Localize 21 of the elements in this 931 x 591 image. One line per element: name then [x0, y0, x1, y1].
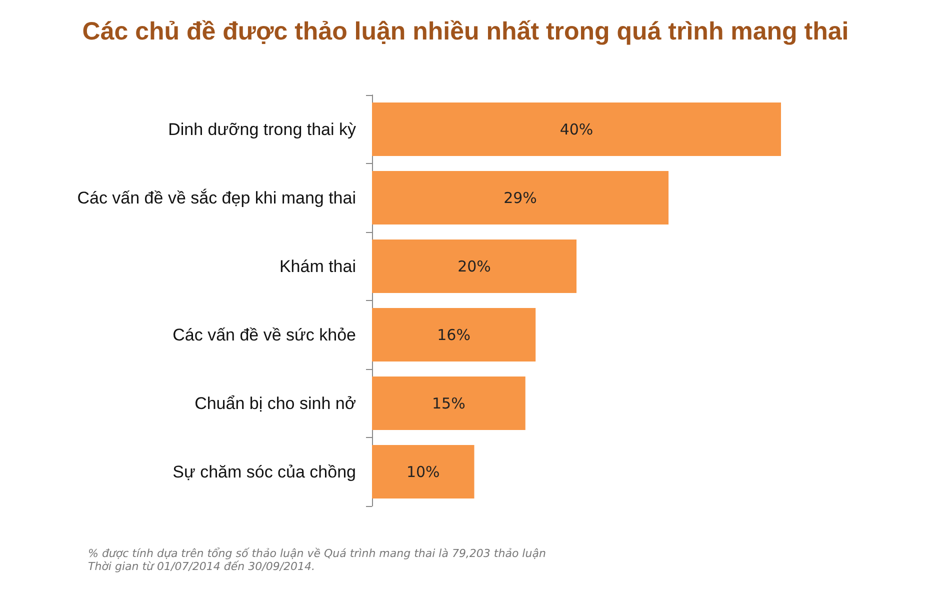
data-label: 10% — [406, 462, 440, 481]
bar — [372, 308, 536, 362]
text: Thời gian từ 01/07/2014 đến 30/09/2014. — [88, 560, 316, 573]
data-label: 29% — [504, 188, 537, 207]
data-label: 40% — [560, 120, 594, 138]
data-label: 16% — [437, 326, 470, 344]
data-label: 20% — [458, 257, 491, 276]
chart-title: Các chủ đề được thảo luận nhiều nhất trong quá trình mang thai — [82, 18, 849, 46]
bar — [372, 376, 526, 430]
y-tick-label: Các vấn đề về sức khỏe — [172, 325, 356, 344]
y-tick-label: Dinh dưỡng trong thai kỳ — [168, 120, 356, 139]
data-label: 15% — [432, 394, 466, 412]
bar — [372, 445, 474, 498]
y-tick-label: Khám thai — [279, 256, 356, 276]
y-tick-label: Sự chăm sóc của chồng — [172, 462, 356, 482]
bar — [372, 240, 576, 293]
y-tick-label: Các vấn đề về sắc đẹp khi mang thai — [77, 188, 356, 208]
bar — [372, 102, 781, 156]
text: % được tính dựa trên tổng số thảo luận về Quá trình mang thai là 79,203 thảo luận — [88, 547, 546, 560]
bar — [372, 171, 669, 224]
y-tick-label: Chuẩn bị cho sinh nở — [194, 394, 356, 413]
